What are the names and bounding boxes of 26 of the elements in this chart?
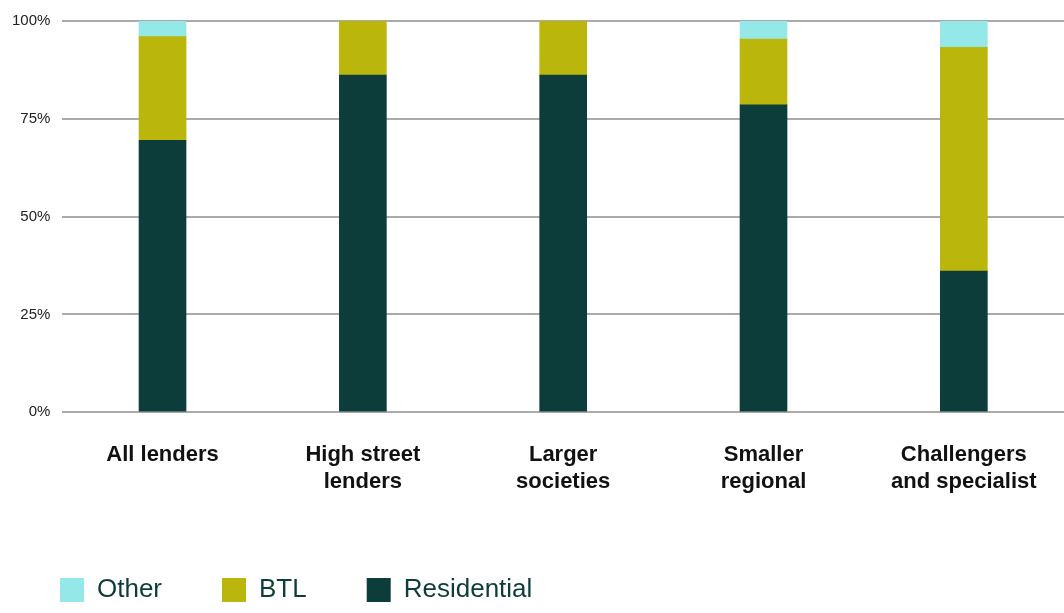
bar [940,46,988,272]
bar [138,36,187,141]
x-tick-label: All lenders [106,441,219,467]
legend-label: Residential [403,573,533,604]
x-tick-label: Larger societies [516,441,611,493]
bar [339,21,387,76]
bar [940,21,988,48]
bar [940,270,988,412]
bar [739,38,788,106]
bar [339,74,387,412]
bar [539,21,588,76]
y-tick-label: 100% [11,11,51,29]
bar [739,21,788,40]
x-tick-label: High street lenders [305,441,421,493]
bar [138,21,187,37]
bar [138,139,187,412]
bar [539,74,588,412]
y-tick-label: 25% [20,304,51,322]
bar [739,104,788,412]
x-tick-label: Smaller regional [720,441,807,493]
legend-label: BTL [259,573,307,604]
y-tick-label: 0% [28,402,51,420]
y-tick-label: 75% [20,108,51,126]
legend-label: Other [97,573,163,604]
y-tick-label: 50% [20,206,51,224]
x-tick-label: Challengers and specialist [891,441,1038,493]
